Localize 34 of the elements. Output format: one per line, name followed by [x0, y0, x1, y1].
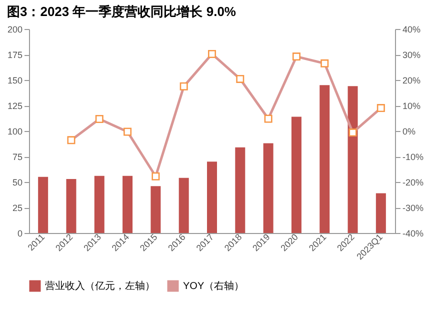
- chart-title: 图3：2023 年一季度营收同比增长 9.0%: [6, 4, 236, 19]
- bar: [235, 147, 246, 233]
- y2-tick-label: 30%: [402, 50, 421, 60]
- y-tick-label: 75: [12, 152, 22, 162]
- y2-tick-label: 0%: [402, 126, 416, 136]
- bar: [150, 186, 161, 233]
- bar: [178, 178, 189, 233]
- y-tick-label: 50: [12, 178, 22, 188]
- y2-tick-label: 40%: [402, 24, 421, 34]
- y2-tick-label: -40%: [402, 228, 424, 238]
- y2-tick-label: 20%: [402, 76, 421, 86]
- y-tick-label: 25: [12, 203, 22, 213]
- bar: [320, 85, 330, 233]
- y2-tick-label: -20%: [402, 178, 424, 188]
- y-tick-label: 150: [7, 76, 22, 86]
- bar: [263, 143, 274, 233]
- legend-label: 营业收入（亿元，左轴）: [45, 280, 155, 292]
- legend-label: YOY（右轴）: [183, 280, 244, 292]
- bar: [38, 176, 48, 233]
- bar: [207, 162, 217, 233]
- bar: [94, 176, 104, 233]
- bar: [291, 116, 302, 233]
- y-tick-label: 175: [7, 50, 22, 60]
- y-tick-label: 100: [7, 126, 22, 136]
- y2-tick-label: 10%: [402, 101, 421, 111]
- y2-tick-label: -30%: [402, 203, 424, 213]
- bar: [376, 193, 386, 233]
- bar: [66, 178, 76, 233]
- y-tick-label: 125: [7, 101, 22, 111]
- y2-tick-label: -10%: [402, 152, 424, 162]
- y-tick-label: 0: [17, 228, 22, 238]
- bar: [348, 86, 358, 233]
- bar: [122, 176, 133, 233]
- y-tick-label: 200: [7, 24, 22, 34]
